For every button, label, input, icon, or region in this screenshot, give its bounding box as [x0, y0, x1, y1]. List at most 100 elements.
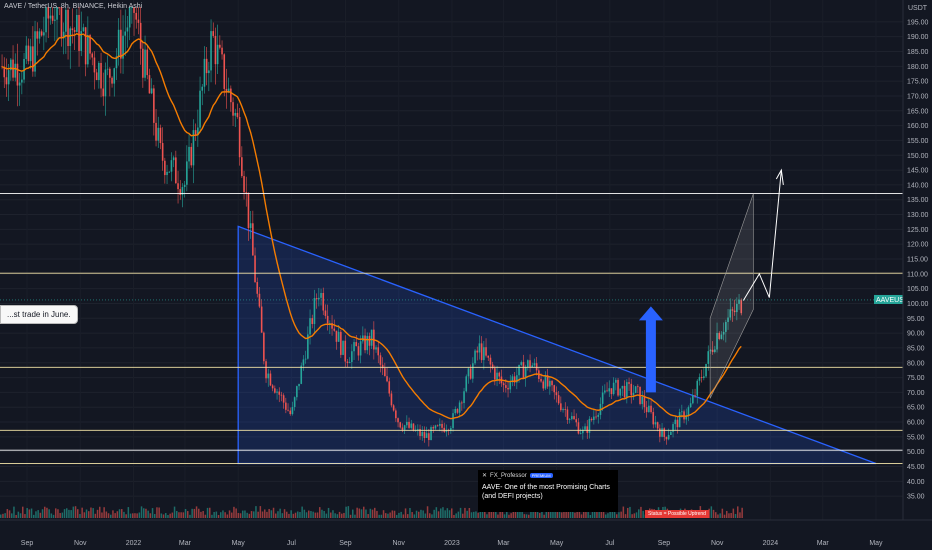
- candle-body: [236, 112, 239, 117]
- candle-body: [340, 331, 342, 355]
- volume-bar: [360, 509, 363, 518]
- time-tick: Sep: [658, 540, 671, 547]
- author-row: ✕ FX_Professor PREMIUM: [482, 472, 614, 479]
- volume-bar: [358, 508, 361, 518]
- volume-bar: [730, 513, 732, 518]
- candle-body: [91, 53, 94, 58]
- volume-bar: [732, 508, 735, 518]
- volume-bar: [565, 508, 567, 518]
- candle-body: [584, 426, 586, 430]
- time-tick: Nov: [74, 540, 87, 547]
- candle-body: [307, 334, 309, 359]
- volume-bar: [264, 509, 266, 518]
- candle-body: [21, 79, 23, 83]
- price-tick: 140.00: [907, 182, 929, 189]
- volume-bar: [620, 511, 622, 518]
- volume-bar: [281, 513, 284, 518]
- volume-bar: [600, 508, 603, 518]
- candle-body: [579, 433, 582, 434]
- volume-bar: [569, 506, 572, 518]
- volume-bar: [376, 510, 378, 518]
- candle-body: [170, 160, 173, 172]
- candle-body: [597, 414, 600, 417]
- price-tick: 115.00: [907, 257, 928, 264]
- volume-bar: [424, 513, 427, 518]
- price-tick: 170.00: [907, 93, 929, 100]
- price-tick: 130.00: [907, 212, 929, 219]
- candle-body: [269, 373, 272, 386]
- candle-body: [643, 396, 646, 408]
- price-tick: 135.00: [907, 197, 929, 204]
- volume-bar: [70, 510, 72, 518]
- volume-bar: [607, 513, 609, 518]
- candle-body: [696, 380, 699, 396]
- candle-body: [524, 367, 527, 378]
- volume-bar: [453, 514, 455, 518]
- candle-body: [560, 403, 562, 411]
- candle-body: [267, 373, 270, 379]
- volume-bar: [451, 508, 453, 518]
- candle-body: [337, 331, 340, 342]
- candle-body: [150, 88, 153, 94]
- candle-body: [234, 112, 237, 116]
- volume-bar: [514, 509, 517, 518]
- volume-bar: [294, 512, 297, 518]
- candle-body: [366, 335, 369, 351]
- volume-bar: [343, 512, 345, 518]
- volume-bar: [400, 511, 402, 518]
- price-tick: 175.00: [907, 79, 929, 86]
- candle-body: [223, 54, 226, 89]
- volume-bar: [11, 513, 13, 518]
- candle-body: [357, 346, 360, 356]
- volume-bar: [605, 514, 607, 518]
- candle-body: [661, 428, 663, 437]
- candle-body: [355, 342, 358, 347]
- price-axis[interactable]: USDT 35.00 40.00 45.00 50.00 55.00 60.00 65.00 7…: [902, 0, 932, 520]
- candle-body: [502, 383, 505, 386]
- volume-bar: [63, 509, 66, 518]
- candle-body: [168, 171, 171, 173]
- candle-body: [164, 160, 166, 176]
- callout-label: ...st trade in June.: [0, 305, 78, 324]
- volume-bar: [407, 514, 409, 518]
- volume-bar: [448, 510, 451, 518]
- post-card[interactable]: ✕ FX_Professor PREMIUM AAVE- One of the …: [478, 470, 618, 512]
- candle-body: [291, 406, 294, 415]
- volume-bar: [195, 506, 198, 518]
- candle-body: [386, 376, 388, 382]
- volume-bar: [554, 510, 556, 518]
- candle-body: [676, 419, 679, 428]
- volume-bar: [574, 512, 576, 518]
- volume-bar: [409, 508, 411, 518]
- candle-body: [617, 379, 619, 396]
- blue-arrow: [638, 306, 663, 393]
- candle-body: [478, 343, 481, 353]
- volume-bar: [134, 513, 136, 518]
- time-tick: May: [550, 540, 564, 547]
- candle-body: [485, 347, 487, 356]
- candle-body: [509, 382, 512, 390]
- volume-bar: [332, 510, 334, 518]
- volume-bar: [184, 508, 187, 518]
- price-tick: 120.00: [907, 242, 929, 249]
- volume-bar: [200, 511, 202, 518]
- volume-bar: [149, 513, 152, 518]
- price-tick: 155.00: [907, 138, 929, 145]
- time-axis[interactable]: Sep Nov 2022 Mar May Jul Sep Nov 2023 Mar May Jul Se…: [0, 519, 932, 547]
- candle-body: [511, 376, 514, 383]
- candle-body: [663, 428, 666, 437]
- volume-bar: [147, 510, 149, 518]
- volume-bar: [237, 512, 240, 518]
- candle-body: [390, 393, 393, 406]
- candle-body: [621, 385, 624, 389]
- candle-body: [300, 365, 303, 384]
- candle-body: [566, 409, 569, 420]
- candle-body: [496, 372, 498, 380]
- candle-body: [632, 392, 635, 396]
- candle-body: [546, 375, 549, 387]
- volume-bar: [550, 508, 552, 518]
- candle-body: [689, 403, 692, 408]
- author-name[interactable]: FX_Professor: [490, 472, 527, 479]
- candle-body: [309, 318, 311, 335]
- candle-body: [76, 14, 78, 32]
